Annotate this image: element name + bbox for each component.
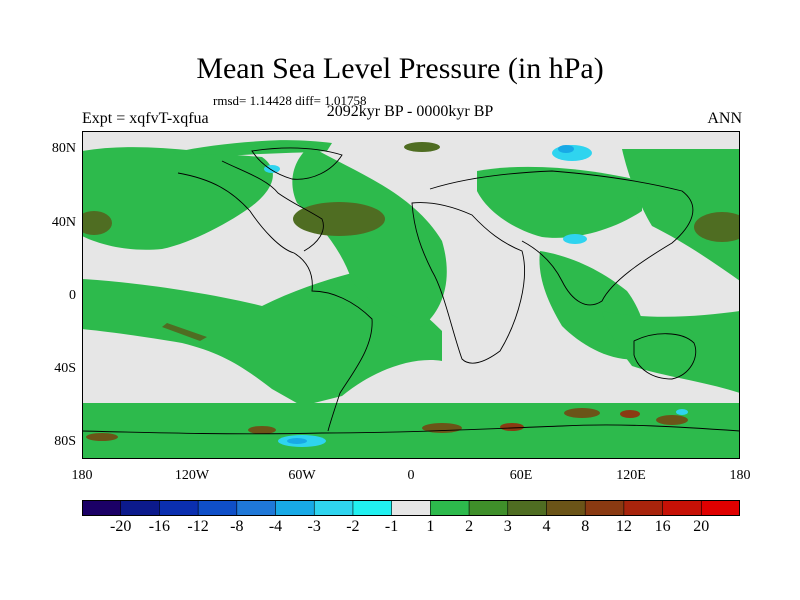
- colorbar-swatch: [391, 500, 432, 516]
- lat-label-40s: 40S: [54, 361, 76, 376]
- lat-label-40n: 40N: [51, 215, 76, 230]
- colorbar-label: 2: [465, 518, 474, 535]
- colorbar-swatch: [159, 500, 199, 516]
- colorbar-label: 20: [693, 518, 710, 535]
- colorbar-label: 1: [426, 518, 435, 535]
- rmsd-diff-stats: rmsd= 1.14428 diff= 1.01758: [213, 93, 367, 108]
- colorbar-swatch: [352, 500, 393, 516]
- lat-label-eq: 0: [69, 288, 76, 303]
- green-regions: [82, 140, 740, 459]
- colorbar-label: -2: [346, 518, 360, 535]
- colorbar-label: 8: [581, 518, 590, 535]
- colorbar-swatch: [507, 500, 548, 516]
- colorbar-label: 3: [503, 518, 512, 535]
- colorbar-swatch: [82, 500, 122, 516]
- colorbar-swatch: [546, 500, 586, 516]
- lon-label-60w: 60W: [288, 468, 316, 483]
- colorbar-label: -3: [307, 518, 321, 535]
- colorbar-label: -16: [148, 518, 171, 535]
- pressure-difference-map: [82, 131, 740, 459]
- light-blue-regions: [287, 145, 574, 444]
- brown-regions: [86, 408, 688, 441]
- colorbar-label: 16: [654, 518, 671, 535]
- season-label: ANN: [707, 110, 742, 127]
- colorbar-swatch: [120, 500, 161, 516]
- colorbar-swatch: [584, 500, 625, 516]
- colorbar-swatch: [700, 500, 740, 516]
- colorbar-swatch: [275, 500, 316, 516]
- lon-label-180w: 180: [71, 468, 93, 483]
- colorbar-frame: [82, 500, 740, 516]
- colorbar-label: -20: [110, 518, 132, 535]
- chart-title: Mean Sea Level Pressure (in hPa): [196, 52, 604, 85]
- colorbar-swatch: [236, 500, 277, 516]
- lon-label-180e: 180: [729, 468, 751, 483]
- red-brown-regions: [500, 410, 640, 431]
- lon-label-120w: 120W: [174, 468, 210, 483]
- colorbar-label: -1: [384, 518, 399, 535]
- colorbar-label: 4: [542, 518, 551, 535]
- lon-label-120e: 120E: [616, 468, 646, 483]
- period-label: 2092kyr BP - 0000kyr BP: [326, 103, 494, 120]
- colorbar-label: 12: [615, 518, 632, 535]
- lat-label-80n: 80N: [51, 141, 76, 156]
- colorbar-swatch: [623, 500, 664, 516]
- colorbar-swatch: [197, 500, 238, 516]
- colorbar-label: -8: [230, 518, 244, 535]
- colorbar-swatch: [468, 500, 509, 516]
- colorbar: [82, 500, 740, 516]
- lat-label-80s: 80S: [54, 434, 76, 449]
- experiment-label: Expt = xqfvT-xqfua: [82, 110, 209, 127]
- lon-label-60e: 60E: [509, 468, 533, 483]
- colorbar-label: -4: [268, 518, 283, 535]
- colorbar-swatch: [313, 500, 354, 516]
- dark-green-regions: [82, 142, 740, 341]
- colorbar-swatch: [662, 500, 703, 516]
- lon-label-0: 0: [407, 468, 415, 483]
- colorbar-swatch: [430, 500, 470, 516]
- colorbar-label: -12: [187, 518, 209, 535]
- coastlines: [82, 147, 740, 435]
